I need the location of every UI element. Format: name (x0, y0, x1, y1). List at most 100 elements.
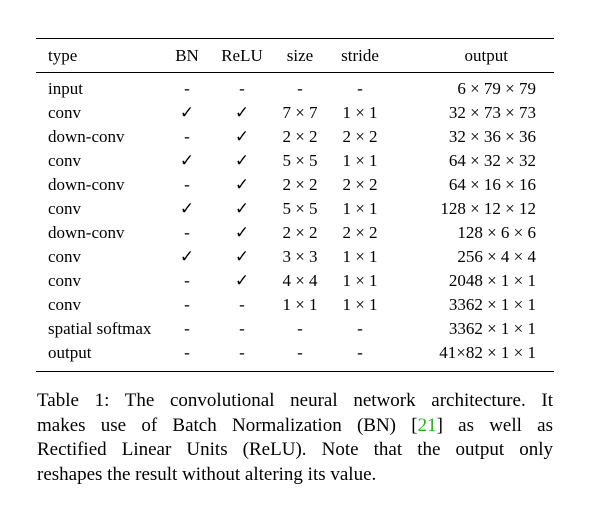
cell-type: conv (48, 151, 82, 170)
cell-output: 32 × 36 × 36 (448, 127, 536, 146)
cell-output: 256 × 4 × 4 (457, 247, 536, 266)
cell-output: 128 × 12 × 12 (440, 199, 536, 218)
cell-type: down-conv (48, 223, 125, 242)
cell-output: 64 × 16 × 16 (448, 175, 536, 194)
table-row: conv ✓ ✓ 5 × 5 1 × 1 64 × 32 × 32 (36, 149, 554, 173)
cell-type: conv (48, 247, 82, 266)
header-type: type (48, 46, 78, 65)
table-header-row: type BN ReLU size stride output (36, 44, 554, 68)
table-row: spatial softmax - - - - 3362 × 1 × 1 (36, 317, 554, 341)
header-relu: ReLU (221, 46, 263, 65)
cell-type: output (48, 343, 92, 362)
cell-stride: 1 × 1 (342, 199, 378, 218)
cell-bn: - (184, 79, 190, 98)
cell-type: down-conv (48, 175, 125, 194)
cell-relu: - (239, 295, 245, 314)
cell-output: 2048 × 1 × 1 (448, 271, 536, 290)
table-row: down-conv - ✓ 2 × 2 2 × 2 64 × 16 × 16 (36, 173, 554, 197)
cell-output: 3362 × 1 × 1 (448, 295, 536, 314)
cell-output: 6 × 79 × 79 (457, 79, 536, 98)
cell-bn: ✓ (179, 247, 195, 266)
table-row: conv - - 1 × 1 1 × 1 3362 × 1 × 1 (36, 293, 554, 317)
cell-size: 7 × 7 (282, 103, 318, 122)
cell-type: spatial softmax (48, 319, 152, 338)
cell-stride: 1 × 1 (342, 247, 378, 266)
cell-type: conv (48, 295, 82, 314)
table-row: conv ✓ ✓ 3 × 3 1 × 1 256 × 4 × 4 (36, 245, 554, 269)
table-row: output - - - - 41×82 × 1 × 1 (36, 341, 554, 365)
cell-bn: ✓ (179, 199, 195, 218)
table-caption: Table 1: The convolutional neural networ… (37, 389, 553, 487)
cell-size: 4 × 4 (282, 271, 318, 290)
cell-size: - (297, 343, 303, 362)
cell-stride: 1 × 1 (342, 151, 378, 170)
table-row: input - - - - 6 × 79 × 79 (36, 77, 554, 101)
caption-text: makes use of Batch Normalization (BN) [ (37, 414, 418, 436)
header-bn: BN (175, 46, 199, 65)
cell-output: 41×82 × 1 × 1 (439, 343, 536, 362)
cell-bn: ✓ (179, 103, 195, 122)
cell-stride: - (357, 79, 363, 98)
cell-output: 64 × 32 × 32 (448, 151, 536, 170)
cell-stride: 1 × 1 (342, 271, 378, 290)
cell-relu: - (239, 79, 245, 98)
cell-size: - (297, 319, 303, 338)
cell-size: 3 × 3 (282, 247, 318, 266)
cell-bn: - (184, 295, 190, 314)
table-header-rule (36, 72, 554, 73)
cell-bn: - (184, 319, 190, 338)
table-row: down-conv - ✓ 2 × 2 2 × 2 128 × 6 × 6 (36, 221, 554, 245)
cell-bn: ✓ (179, 151, 195, 170)
cell-relu: ✓ (234, 103, 250, 122)
cell-bn: - (184, 127, 190, 146)
cell-stride: 2 × 2 (342, 127, 378, 146)
cell-type: conv (48, 199, 82, 218)
cell-size: 5 × 5 (282, 151, 318, 170)
table-row: conv ✓ ✓ 7 × 7 1 × 1 32 × 73 × 73 (36, 101, 554, 125)
table-bottom-rule (36, 371, 554, 373)
cell-size: 2 × 2 (282, 175, 318, 194)
cell-output: 3362 × 1 × 1 (448, 319, 536, 338)
cell-bn: - (184, 271, 190, 290)
table-row: down-conv - ✓ 2 × 2 2 × 2 32 × 36 × 36 (36, 125, 554, 149)
cell-type: input (48, 79, 83, 98)
header-output: output (464, 46, 508, 65)
cell-stride: 1 × 1 (342, 295, 378, 314)
cell-size: 1 × 1 (282, 295, 318, 314)
cell-relu: ✓ (234, 223, 250, 242)
cell-output: 128 × 6 × 6 (457, 223, 536, 242)
cell-relu: ✓ (234, 127, 250, 146)
cell-size: 2 × 2 (282, 223, 318, 242)
cell-type: conv (48, 103, 82, 122)
cell-relu: ✓ (234, 199, 250, 218)
cell-relu: ✓ (234, 247, 250, 266)
cell-size: 5 × 5 (282, 199, 318, 218)
table-row: conv - ✓ 4 × 4 1 × 1 2048 × 1 × 1 (36, 269, 554, 293)
caption-text: ] as well as (436, 414, 553, 436)
caption-line: Table 1: The convolutional neural networ… (37, 390, 553, 411)
cell-relu: ✓ (234, 175, 250, 194)
cell-bn: - (184, 223, 190, 242)
cell-size: - (297, 79, 303, 98)
cell-bn: - (184, 175, 190, 194)
cell-relu: - (239, 343, 245, 362)
header-size: size (286, 46, 314, 65)
cell-stride: 1 × 1 (342, 103, 378, 122)
caption-line: reshapes the result without altering its… (37, 463, 377, 485)
cell-stride: - (357, 343, 363, 362)
table-top-rule (36, 38, 554, 40)
cell-relu: ✓ (234, 271, 250, 290)
cell-relu: ✓ (234, 151, 250, 170)
cell-relu: - (239, 319, 245, 338)
cell-bn: - (184, 343, 190, 362)
table-row: conv ✓ ✓ 5 × 5 1 × 1 128 × 12 × 12 (36, 197, 554, 221)
caption-line: makes use of Batch Normalization (BN) [2… (37, 414, 553, 439)
caption-line: Rectified Linear Units (ReLU). Note that… (37, 439, 553, 460)
cell-output: 32 × 73 × 73 (448, 103, 536, 122)
cell-type: down-conv (48, 127, 125, 146)
cell-size: 2 × 2 (282, 127, 318, 146)
cell-type: conv (48, 271, 82, 290)
cell-stride: 2 × 2 (342, 175, 378, 194)
header-stride: stride (341, 46, 379, 65)
citation-link[interactable]: 21 (417, 414, 437, 436)
